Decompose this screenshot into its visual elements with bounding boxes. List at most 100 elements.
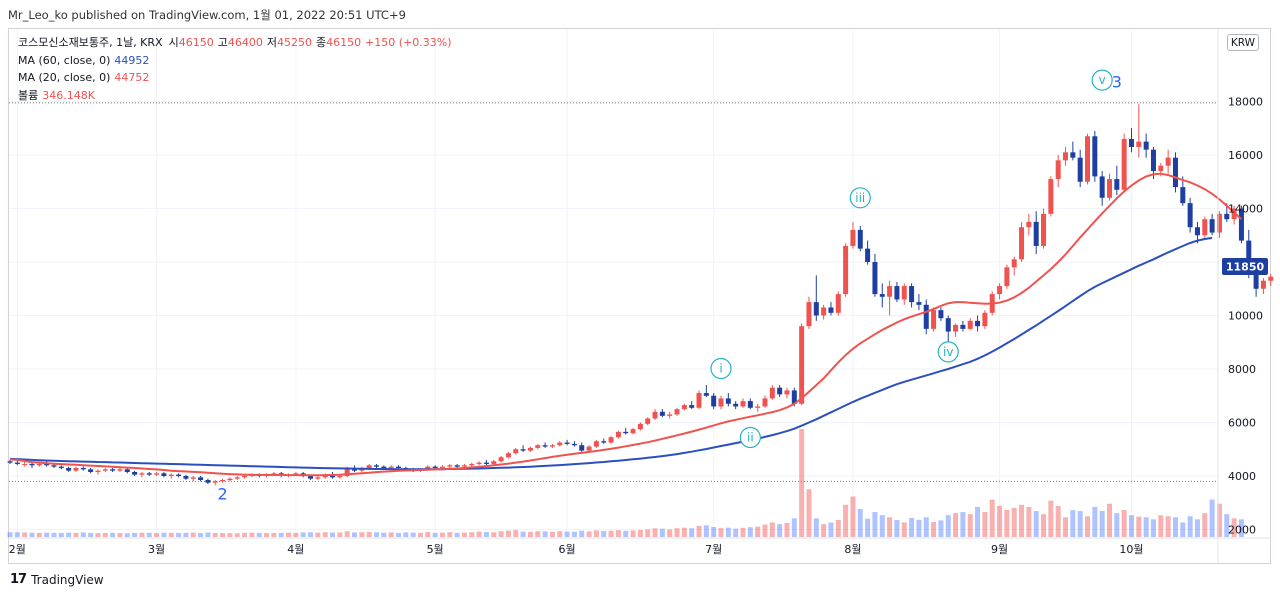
candle-body [132,471,138,475]
volume-bar [901,522,907,537]
candle-body [1128,138,1134,147]
candle-body [1063,152,1069,161]
ma60-value: 44952 [114,53,150,67]
candle-body [725,398,731,404]
volume-bar [395,532,401,537]
volume-bar [73,532,79,537]
wave-label: v [1099,73,1106,87]
candle-body [879,294,885,297]
volume-bar [659,528,665,537]
high-value: 46400 [227,36,263,49]
volume-bar [1194,519,1200,537]
last-price-marker: 11850 [1222,258,1268,275]
candle-body [564,442,570,444]
volume-bar [66,532,72,537]
volume-bar [1165,516,1171,537]
candle-body [681,405,687,410]
volume-bar [667,529,673,537]
candle-body [909,286,915,303]
volume-bar [527,531,533,537]
price-axis-ticks: 2000400060008000100001200014000160001800… [1228,96,1263,537]
volume-bar [674,528,680,537]
volume-bar [923,517,929,537]
ma60-row[interactable]: MA (60, close, 0) 44952 [18,52,452,70]
volume-label: 볼륨 [18,88,39,102]
ma20-row[interactable]: MA (20, close, 0) 44752 [18,69,452,87]
volume-bar [454,532,460,537]
volume-bar [557,531,563,537]
time-tick-label: 6월 [559,543,576,556]
volume-bar [784,522,790,537]
candle-body [806,302,812,327]
wave-circle [937,341,959,363]
volume-bar [762,524,768,537]
volume-bar [696,525,702,537]
candle-body [366,465,372,468]
candle-body [667,414,673,416]
candle-body [769,387,775,399]
candle-body [205,480,211,483]
candle-body [1099,176,1105,198]
chart-frame[interactable] [8,28,1271,564]
candle-body [850,229,856,246]
volume-bar [879,515,885,537]
volume-bar [586,531,592,537]
volume-bar [491,532,497,537]
volume-bar [498,531,504,537]
candle-body [80,467,86,470]
volume-bar [571,531,577,537]
publisher-line: Mr_Leo_ko published on TradingView.com, … [8,8,406,22]
volume-bar [1011,507,1017,537]
candle-body [220,480,226,482]
candle-body [733,403,739,407]
volume-value: 346.148K [42,88,95,102]
volume-bar [1180,522,1186,537]
volume-bar [520,531,526,537]
candle-body [183,476,189,479]
symbol-row: 코스모신소재보통주, 1날, KRX 시46150 고46400 저45250 … [18,34,452,52]
volume-bar [403,532,409,537]
volume-bar [242,532,248,537]
candle-body [139,473,145,475]
volume-bar [740,527,746,537]
candle-body [982,312,988,327]
volume-bar [535,531,541,537]
candle-body [593,441,599,447]
candle-body [1055,160,1061,180]
volume-bar [1187,516,1193,537]
candle-body [234,477,240,479]
volume-bar [887,517,893,537]
volume-row[interactable]: 볼륨 346.148K [18,87,452,105]
candle-body [505,453,511,458]
volume-bar [1202,513,1208,537]
candlesticks [7,104,1274,486]
volume-bar [982,512,988,537]
grid-lines [9,29,1218,538]
change-value: +150 (+0.33%) [365,36,452,49]
volume-bar [256,532,262,537]
candle-body [14,462,20,464]
candle-body [1216,213,1222,233]
volume-bar [366,532,372,537]
candle-body [872,262,878,295]
candle-body [1260,280,1266,289]
volume-bar [293,532,299,537]
volume-bar [154,533,160,537]
wave-label: 3 [1112,72,1122,91]
low-label: 저 [266,36,277,49]
currency-button[interactable]: KRW [1227,34,1259,51]
dotted-level-lines [9,102,1218,482]
volume-bar [447,532,453,537]
footer-brand[interactable]: 17 TradingView [10,572,104,587]
moving-average-lines [9,172,1243,477]
volume-bar [821,524,827,537]
volume-bar [1128,515,1134,537]
candle-body [1238,208,1244,241]
candle-body [916,302,922,305]
candle-body [938,310,944,319]
volume-bar [439,532,445,537]
candle-body [791,390,797,404]
volume-bar [579,530,585,537]
